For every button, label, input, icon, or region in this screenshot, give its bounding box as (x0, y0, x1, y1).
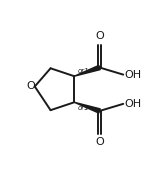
Text: or1: or1 (77, 105, 89, 111)
Text: or1: or1 (77, 68, 89, 74)
Polygon shape (74, 66, 100, 76)
Text: O: O (95, 31, 104, 41)
Text: O: O (26, 82, 35, 91)
Text: OH: OH (125, 70, 142, 80)
Text: OH: OH (125, 99, 142, 109)
Polygon shape (74, 102, 100, 113)
Text: O: O (95, 137, 104, 147)
